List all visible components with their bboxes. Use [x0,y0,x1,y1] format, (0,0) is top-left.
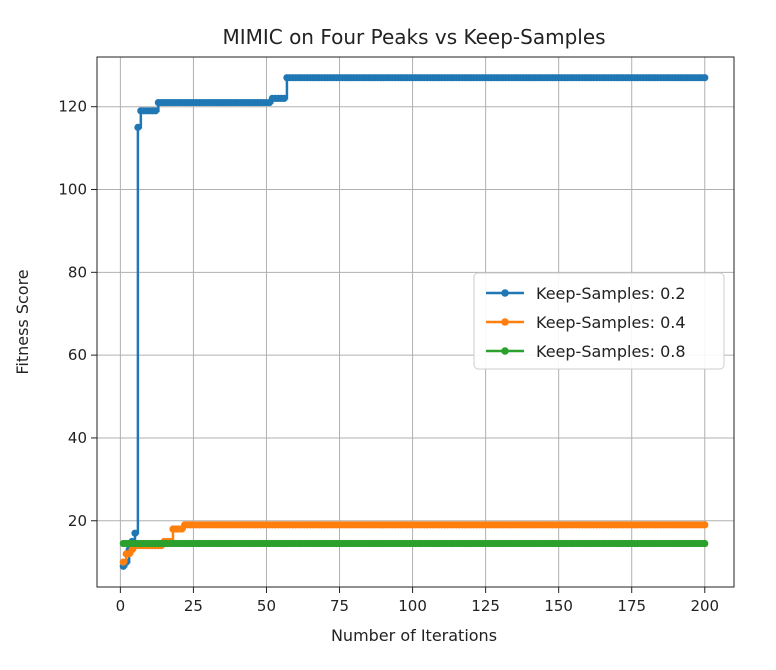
x-axis-label: Number of Iterations [331,626,497,645]
chart-title: MIMIC on Four Peaks vs Keep-Samples [222,25,605,49]
y-axis-label: Fitness Score [13,269,32,374]
data-point [119,558,127,566]
y-tick-label: 20 [68,512,87,530]
series-2 [119,521,709,566]
x-tick-label: 25 [184,597,203,615]
data-point [701,521,709,529]
legend-marker [501,289,509,297]
x-tick-label: 150 [544,597,573,615]
legend-label: Keep-Samples: 0.2 [536,284,686,303]
x-tick-label: 125 [471,597,500,615]
x-tick-label: 175 [617,597,646,615]
y-tick-label: 60 [68,346,87,364]
legend: Keep-Samples: 0.2 Keep-Samples: 0.4 Keep-S… [473,272,725,370]
y-tick-label: 80 [68,263,87,281]
legend-box [473,272,725,370]
legend-item: Keep-Samples: 0.8 [486,342,686,361]
x-tick-label: 75 [330,597,349,615]
series-3 [119,539,709,548]
legend-item: Keep-Samples: 0.2 [486,284,686,303]
y-tick-label: 120 [58,98,87,116]
legend-label: Keep-Samples: 0.4 [536,313,686,332]
legend-item: Keep-Samples: 0.4 [486,313,686,332]
x-tick-label: 0 [116,597,126,615]
legend-marker [501,347,509,355]
legend-label: Keep-Samples: 0.8 [536,342,686,361]
data-point [701,74,709,82]
data-point [701,539,709,548]
series-layer [119,74,709,570]
data-point [131,529,139,537]
plot-frame [96,56,735,588]
y-tick-label: 40 [68,429,87,447]
data-point [151,107,160,115]
x-tick-label: 100 [398,597,427,615]
data-point [280,94,288,103]
x-tick-label: 200 [690,597,719,615]
data-point [134,123,142,131]
x-tick-label: 50 [257,597,276,615]
y-tick-label: 100 [58,181,87,199]
legend-marker [501,318,509,326]
ticks: 0 25 50 75 100 125 150 175 200 20 40 60 80 100 120 [58,98,719,615]
series-1 [119,74,709,570]
